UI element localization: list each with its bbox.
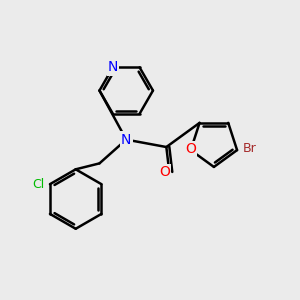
Text: O: O (185, 142, 196, 156)
Text: N: N (121, 133, 131, 147)
Text: N: N (108, 60, 118, 74)
Text: Br: Br (243, 142, 256, 155)
Text: Cl: Cl (32, 178, 45, 191)
Text: O: O (159, 165, 170, 179)
